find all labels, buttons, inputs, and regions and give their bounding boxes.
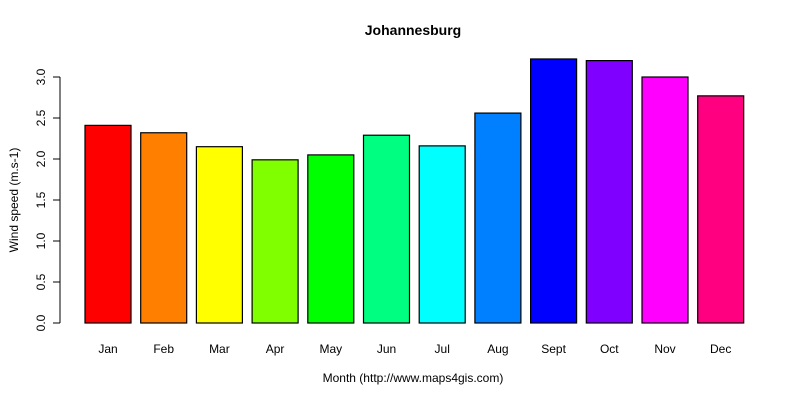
y-axis: 0.0 0.5 1.0 1.5 2.0 2.5 3.0 xyxy=(34,68,61,331)
bar-apr xyxy=(251,159,299,324)
bar-mar xyxy=(195,146,243,324)
x-tick-label: Jul xyxy=(435,342,450,356)
chart-title: Johannesburg xyxy=(364,22,462,38)
y-tick-label: 2.0 xyxy=(34,150,48,167)
x-tick-label: Aug xyxy=(487,342,508,356)
x-axis-label: Month (http://www.maps4gis.com) xyxy=(322,371,504,385)
x-tick-label: Dec xyxy=(710,342,731,356)
bar-jan xyxy=(84,124,132,324)
y-tick-label: 2.5 xyxy=(34,109,48,126)
bar-jun xyxy=(362,134,411,324)
bar-oct xyxy=(585,59,633,324)
x-tick-label: Sept xyxy=(541,342,566,356)
x-tick-label: Oct xyxy=(600,342,619,356)
x-tick-label: Jan xyxy=(98,342,117,356)
bar-jul xyxy=(418,145,466,324)
bar-aug xyxy=(474,112,522,324)
y-tick-label: 1.0 xyxy=(34,232,48,249)
x-tick-label: May xyxy=(319,342,342,356)
y-tick-label: 0.5 xyxy=(34,273,48,290)
x-tick-label: Jun xyxy=(377,342,396,356)
bar-may xyxy=(307,154,355,324)
bar-sept xyxy=(529,58,578,324)
y-tick-label: 1.5 xyxy=(34,191,48,208)
x-tick-label: Nov xyxy=(654,342,675,356)
bar-feb xyxy=(140,132,188,324)
y-tick-label: 3.0 xyxy=(34,68,48,85)
x-tick-label: Mar xyxy=(209,342,230,356)
x-tick-label: Apr xyxy=(266,342,285,356)
y-tick-label: 0.0 xyxy=(34,314,48,331)
x-tick-label: Feb xyxy=(153,342,174,356)
bar-dec xyxy=(697,95,745,324)
bar-nov xyxy=(641,76,689,324)
